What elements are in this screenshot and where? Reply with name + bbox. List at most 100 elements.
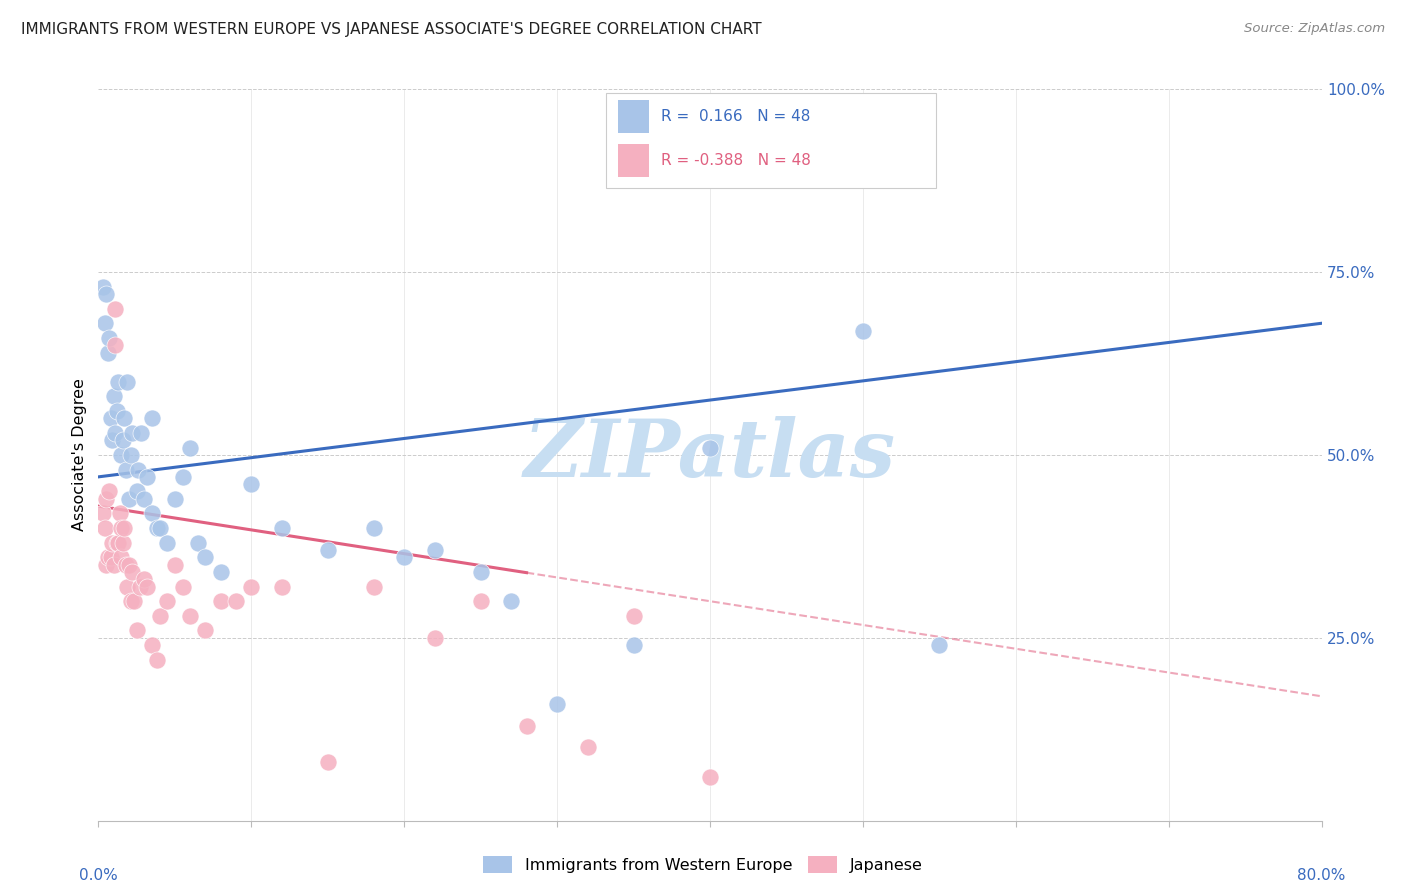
Point — [209, 594, 232, 608]
Point — [105, 404, 128, 418]
Point — [163, 491, 186, 506]
Point — [120, 594, 142, 608]
Point — [363, 580, 385, 594]
Legend: Immigrants from Western Europe, Japanese: Immigrants from Western Europe, Japanese — [477, 849, 929, 880]
Point — [98, 331, 121, 345]
Point — [172, 580, 194, 594]
Point — [112, 521, 135, 535]
Point — [270, 521, 294, 535]
Point — [363, 521, 385, 535]
Point — [316, 755, 339, 769]
Point — [141, 638, 163, 652]
Point — [501, 594, 523, 608]
Point — [172, 470, 194, 484]
Point — [470, 565, 492, 579]
Point — [470, 594, 492, 608]
Point — [117, 375, 139, 389]
Point — [179, 608, 201, 623]
Point — [111, 535, 134, 549]
Text: Source: ZipAtlas.com: Source: ZipAtlas.com — [1244, 22, 1385, 36]
Point — [316, 543, 339, 558]
Point — [115, 462, 138, 476]
Point — [240, 580, 263, 594]
Point — [104, 425, 127, 440]
Point — [141, 411, 163, 425]
Point — [118, 558, 141, 572]
Point — [129, 425, 152, 440]
Point — [179, 441, 201, 455]
Point — [576, 740, 599, 755]
Point — [100, 411, 122, 425]
Point — [623, 638, 645, 652]
Point — [122, 594, 145, 608]
Point — [101, 535, 124, 549]
Point — [194, 624, 217, 638]
Point — [194, 550, 217, 565]
Point — [100, 550, 122, 565]
Point — [134, 491, 156, 506]
Point — [94, 491, 117, 506]
Point — [623, 608, 645, 623]
Point — [134, 572, 156, 586]
Point — [127, 462, 149, 476]
Point — [145, 653, 167, 667]
Point — [121, 565, 143, 579]
Text: 0.0%: 0.0% — [79, 868, 118, 883]
Point — [98, 484, 121, 499]
Point — [117, 580, 139, 594]
Point — [699, 770, 721, 784]
Point — [270, 580, 294, 594]
Text: 80.0%: 80.0% — [1298, 868, 1346, 883]
FancyBboxPatch shape — [606, 93, 936, 188]
Point — [699, 441, 721, 455]
Point — [423, 631, 446, 645]
Point — [97, 550, 120, 565]
Point — [156, 535, 179, 549]
Point — [107, 535, 129, 549]
Point — [94, 287, 117, 301]
Point — [145, 521, 167, 535]
Text: R = -0.388   N = 48: R = -0.388 N = 48 — [661, 153, 811, 168]
Point — [149, 608, 172, 623]
Point — [163, 558, 186, 572]
Point — [101, 434, 124, 448]
Point — [104, 338, 127, 352]
Point — [187, 535, 209, 549]
Y-axis label: Associate's Degree: Associate's Degree — [72, 378, 87, 532]
FancyBboxPatch shape — [619, 100, 650, 133]
Point — [110, 448, 132, 462]
Point — [112, 411, 135, 425]
Point — [118, 491, 141, 506]
Point — [136, 580, 159, 594]
FancyBboxPatch shape — [619, 144, 650, 177]
Point — [125, 624, 148, 638]
Point — [103, 389, 125, 403]
Point — [91, 507, 114, 521]
Point — [423, 543, 446, 558]
Point — [103, 558, 125, 572]
Point — [156, 594, 179, 608]
Point — [108, 507, 131, 521]
Point — [149, 521, 172, 535]
Text: IMMIGRANTS FROM WESTERN EUROPE VS JAPANESE ASSOCIATE'S DEGREE CORRELATION CHART: IMMIGRANTS FROM WESTERN EUROPE VS JAPANE… — [21, 22, 762, 37]
Point — [104, 301, 127, 316]
Point — [97, 345, 120, 359]
Text: R =  0.166   N = 48: R = 0.166 N = 48 — [661, 109, 810, 124]
Point — [128, 580, 150, 594]
Point — [141, 507, 163, 521]
Point — [852, 324, 875, 338]
Text: ZIPatlas: ZIPatlas — [524, 417, 896, 493]
Point — [546, 697, 568, 711]
Point — [93, 316, 115, 330]
Point — [121, 425, 143, 440]
Point — [93, 521, 115, 535]
Point — [91, 279, 114, 293]
Point — [115, 558, 138, 572]
Point — [240, 477, 263, 491]
Point — [209, 565, 232, 579]
Point — [111, 434, 134, 448]
Point — [107, 375, 129, 389]
Point — [125, 484, 148, 499]
Point — [516, 718, 538, 732]
Point — [120, 448, 142, 462]
